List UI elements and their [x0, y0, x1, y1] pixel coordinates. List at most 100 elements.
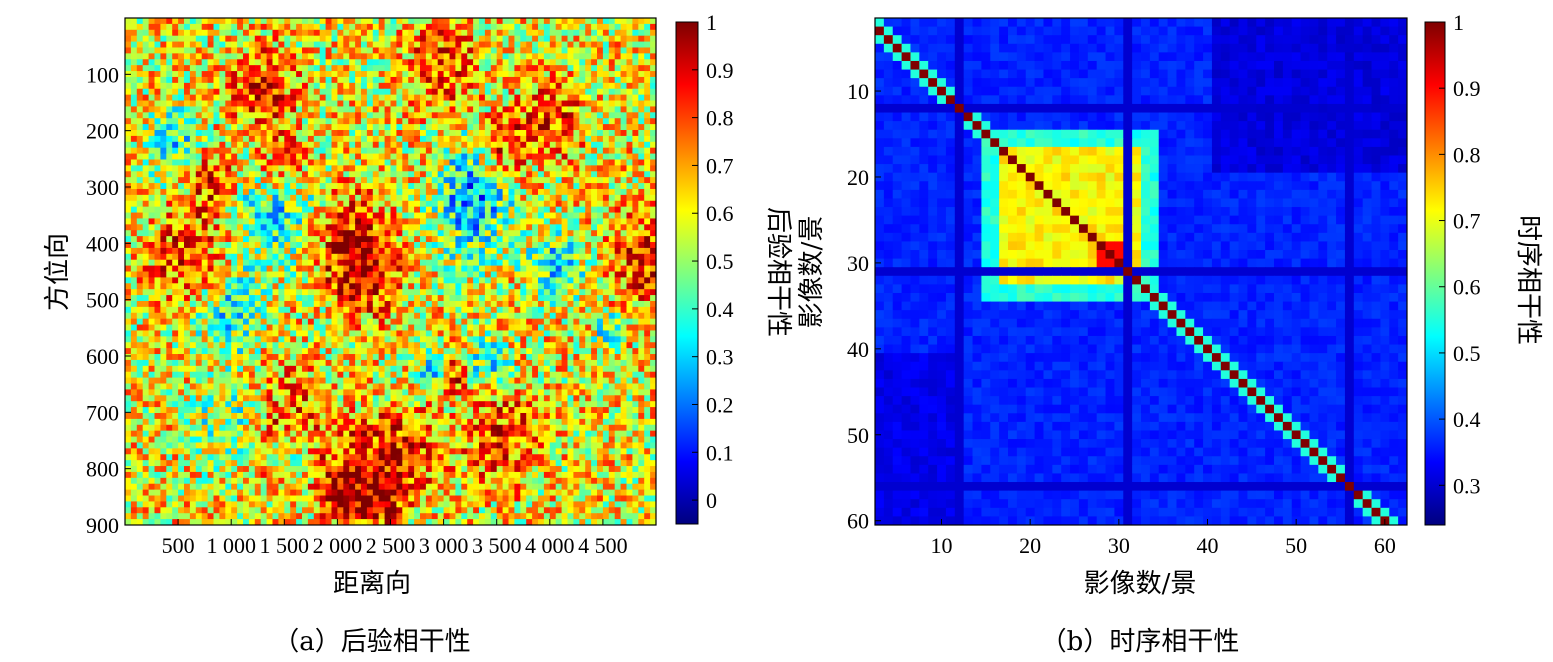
map-cell: [366, 300, 374, 308]
map-cell: [543, 183, 551, 190]
map-cell: [532, 141, 539, 149]
map-cell: [396, 230, 403, 237]
map-cell: [597, 47, 604, 54]
map-cell: [396, 88, 403, 96]
map-cell: [473, 100, 480, 107]
map-cell: [390, 295, 397, 302]
map-cell: [136, 312, 144, 320]
map-cell: [561, 277, 568, 284]
map-cell: [632, 106, 639, 113]
map-cell: [237, 153, 244, 160]
map-cell: [243, 135, 250, 143]
map-cell: [272, 253, 279, 261]
map-cell: [390, 177, 397, 184]
map-cell: [597, 283, 604, 290]
map-cell: [638, 147, 645, 154]
map-cell: [237, 106, 244, 113]
map-cell: [361, 94, 368, 101]
map-cell: [243, 312, 250, 320]
map-cell: [502, 147, 509, 154]
map-cell: [443, 200, 450, 208]
map-cell: [349, 300, 356, 308]
map-cell: [431, 153, 439, 160]
map-cell: [626, 336, 633, 343]
map-cell: [201, 124, 208, 131]
map-cell: [260, 47, 267, 54]
map-cell: [608, 242, 616, 249]
map-cell: [331, 206, 338, 213]
map-cell: [479, 242, 486, 249]
map-cell: [626, 224, 633, 231]
map-cell: [207, 59, 214, 66]
map-cell: [361, 336, 368, 343]
map-cell: [154, 71, 161, 78]
map-cell: [449, 247, 456, 255]
map-cell: [514, 165, 521, 172]
map-cell: [638, 100, 645, 107]
map-cell: [484, 153, 492, 160]
map-cell: [284, 88, 291, 96]
map-cell: [125, 165, 132, 172]
map-cell: [302, 188, 309, 196]
map-cell: [213, 53, 220, 60]
map-cell: [479, 171, 486, 178]
map-cell: [561, 312, 568, 320]
map-cell: [532, 247, 539, 255]
map-cell: [396, 47, 403, 54]
map-cell: [201, 177, 208, 184]
map-cell: [349, 35, 356, 42]
map-cell: [591, 300, 598, 308]
map-cell: [431, 159, 439, 166]
map-cell: [602, 35, 610, 42]
map-cell: [490, 106, 498, 113]
map-cell: [455, 130, 462, 137]
map-cell: [632, 59, 639, 66]
map-cell: [626, 242, 633, 249]
map-cell: [626, 271, 633, 278]
map-cell: [307, 224, 315, 231]
map-cell: [195, 59, 203, 66]
map-cell: [237, 23, 244, 31]
map-cell: [349, 289, 356, 296]
map-cell: [508, 318, 515, 325]
map-cell: [455, 271, 462, 278]
map-cell: [125, 342, 132, 349]
map-cell: [184, 147, 191, 154]
map-cell: [620, 76, 627, 84]
map-cell: [366, 224, 374, 231]
map-cell: [254, 35, 262, 42]
map-cell: [644, 153, 651, 160]
map-cell: [248, 300, 256, 308]
map-cell: [591, 312, 598, 320]
map-cell: [602, 41, 610, 48]
map-cell: [125, 224, 132, 231]
map-cell: [290, 283, 297, 290]
map-cell: [296, 147, 303, 154]
map-cell: [372, 159, 380, 166]
map-cell: [561, 283, 568, 290]
map-cell: [632, 171, 639, 178]
map-cell: [130, 100, 138, 107]
map-cell: [355, 324, 362, 331]
map-cell: [455, 71, 462, 78]
map-cell: [443, 177, 450, 184]
map-cell: [366, 277, 374, 284]
map-cell: [154, 283, 161, 290]
map-cell: [473, 135, 480, 143]
map-cell: [178, 118, 185, 125]
map-cell: [296, 271, 303, 278]
map-cell: [638, 18, 645, 25]
map-cell: [602, 141, 610, 149]
map-cell: [408, 212, 415, 219]
map-cell: [278, 194, 285, 202]
map-cell: [396, 330, 403, 337]
map-cell: [508, 265, 515, 272]
map-cell: [425, 259, 433, 267]
map-cell: [213, 230, 220, 237]
map-cell: [154, 76, 161, 84]
map-cell: [337, 259, 344, 267]
map-cell: [549, 242, 557, 249]
map-cell: [189, 342, 197, 349]
map-cell: [225, 224, 232, 231]
map-cell: [573, 47, 580, 54]
